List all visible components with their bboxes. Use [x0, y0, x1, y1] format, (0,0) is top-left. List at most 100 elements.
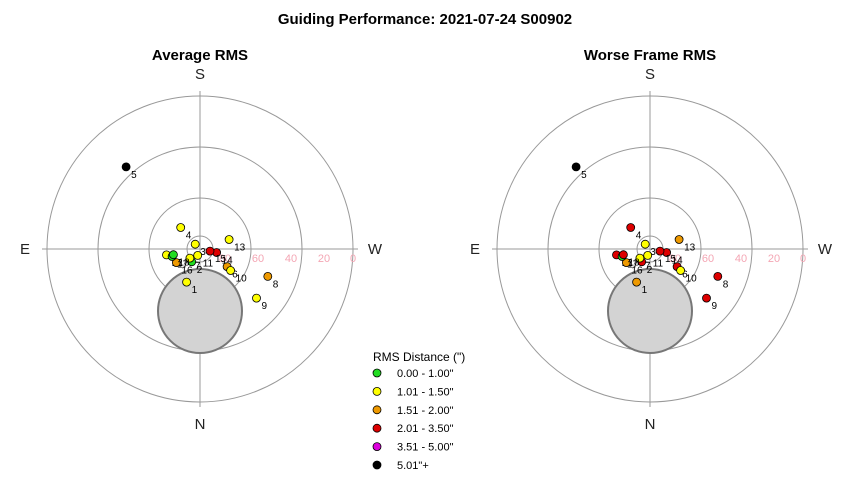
data-point	[643, 250, 653, 260]
legend-label: 2.01 - 3.50"	[397, 423, 454, 435]
data-point-label: 13	[684, 243, 696, 254]
data-point	[252, 293, 261, 303]
data-point-label: 11	[203, 258, 214, 269]
data-point	[635, 253, 645, 263]
data-point	[640, 239, 650, 249]
compass-east-label: E	[20, 241, 30, 258]
compass-south-label: S	[195, 66, 205, 83]
data-point	[571, 162, 581, 172]
data-point	[176, 223, 186, 232]
radial-tick-label: 20	[768, 253, 780, 265]
figure-title: Guiding Performance: 2021-07-24 S00902	[278, 11, 572, 28]
legend-label: 0.00 - 1.00"	[397, 368, 454, 380]
data-point-label: 8	[273, 279, 279, 290]
data-point	[632, 277, 641, 287]
data-point-label: 6	[682, 270, 688, 281]
radial-tick-label: 0	[800, 253, 806, 265]
data-point-label: 14	[222, 256, 234, 267]
data-point-label: 16	[181, 266, 193, 277]
average-rms-title: Average RMS	[152, 47, 248, 64]
data-point-label: 15	[665, 254, 677, 265]
data-point-label: 16	[631, 266, 643, 277]
data-point	[626, 223, 636, 232]
data-point	[622, 258, 631, 268]
data-point-label: 10	[686, 274, 698, 285]
data-point	[193, 250, 203, 260]
obstruction-circle	[607, 268, 693, 354]
data-point	[619, 250, 628, 260]
data-point-label: 14	[672, 256, 684, 267]
legend-label: 3.51 - 5.00"	[397, 442, 454, 454]
compass-north-label: N	[195, 416, 206, 433]
data-point-label: 11	[653, 258, 664, 269]
worse-frame-rms-title: Worse Frame RMS	[584, 47, 716, 64]
data-point-label: 8	[723, 279, 729, 290]
data-point-label: 9	[262, 301, 268, 312]
obstruction-circle	[157, 268, 243, 354]
legend-label: 1.51 - 2.00"	[397, 405, 454, 417]
legend: RMS Distance (") 0.00 - 1.00" 1.01 - 1.50…	[372, 350, 465, 472]
data-point-label: 4	[186, 231, 192, 242]
compass-north-label: N	[645, 416, 656, 433]
data-point	[121, 162, 131, 172]
legend-swatch	[372, 423, 382, 433]
compass-east-label: E	[470, 241, 480, 258]
data-point-label: 7	[645, 261, 651, 272]
data-point	[171, 258, 181, 268]
data-point	[182, 277, 192, 287]
legend-swatch	[372, 386, 382, 396]
radial-tick-labels: 80 60 40 20 0	[669, 253, 806, 265]
data-point	[205, 246, 215, 256]
data-point-label: 15	[215, 254, 227, 265]
data-point-label: 18	[178, 258, 190, 269]
legend-label: 1.01 - 1.50"	[397, 386, 454, 398]
legend-swatch	[372, 405, 382, 415]
data-point-label: 13	[234, 243, 246, 254]
data-point	[655, 246, 665, 256]
data-point-label: 3	[200, 247, 206, 258]
data-point	[190, 239, 200, 249]
data-point-label: 18	[628, 258, 640, 269]
data-point	[674, 235, 684, 244]
radial-tick-label: 60	[702, 253, 714, 265]
data-point-label: 5	[581, 170, 587, 181]
data-point	[263, 271, 273, 281]
data-point	[702, 293, 711, 303]
data-point-label: 17	[177, 260, 189, 271]
compass-west-label: W	[818, 241, 833, 258]
compass-west-label: W	[368, 241, 383, 258]
compass-south-label: S	[645, 66, 655, 83]
radial-tick-label: 40	[735, 253, 747, 265]
data-points: 123456789101112131415161718	[571, 162, 729, 312]
data-point	[224, 235, 234, 244]
legend-label: 5.01"+	[397, 460, 429, 472]
data-point-label: 3	[650, 247, 656, 258]
data-point-label: 2	[647, 265, 653, 276]
data-point	[226, 266, 236, 275]
data-point	[185, 253, 195, 263]
data-points: 123456789101112131415161718	[121, 162, 279, 312]
legend-title: RMS Distance (")	[373, 350, 465, 364]
legend-swatch	[372, 368, 382, 378]
radial-tick-labels: 80 60 40 20 0	[219, 253, 356, 265]
radial-tick-label: 20	[318, 253, 330, 265]
radial-tick-label: 80	[219, 253, 231, 265]
worse-frame-rms-panel: Worse Frame RMS S N E W 80 60 40 20 0 1 2 34 5 6…	[470, 47, 833, 433]
data-point-label: 6	[232, 270, 238, 281]
average-rms-panel: Average RMS S N E W 80 60 40 20 0 1 2 34 5 6 7 89 1…	[20, 47, 383, 433]
radial-tick-label: 60	[252, 253, 264, 265]
data-point-label: 1	[192, 285, 198, 296]
data-point	[168, 250, 178, 260]
data-point-label: 4	[636, 231, 642, 242]
legend-items: 0.00 - 1.00" 1.01 - 1.50" 1.51 - 2.00" 2.01…	[372, 368, 454, 472]
radial-tick-label: 80	[669, 253, 681, 265]
obstruction-disk	[157, 268, 243, 354]
data-point-label: 9	[712, 301, 718, 312]
data-point-label: 2	[197, 265, 203, 276]
data-point	[713, 271, 723, 281]
data-point	[676, 266, 685, 275]
radial-tick-label: 40	[285, 253, 297, 265]
data-point-label: 7	[195, 261, 201, 272]
legend-swatch	[372, 442, 382, 452]
